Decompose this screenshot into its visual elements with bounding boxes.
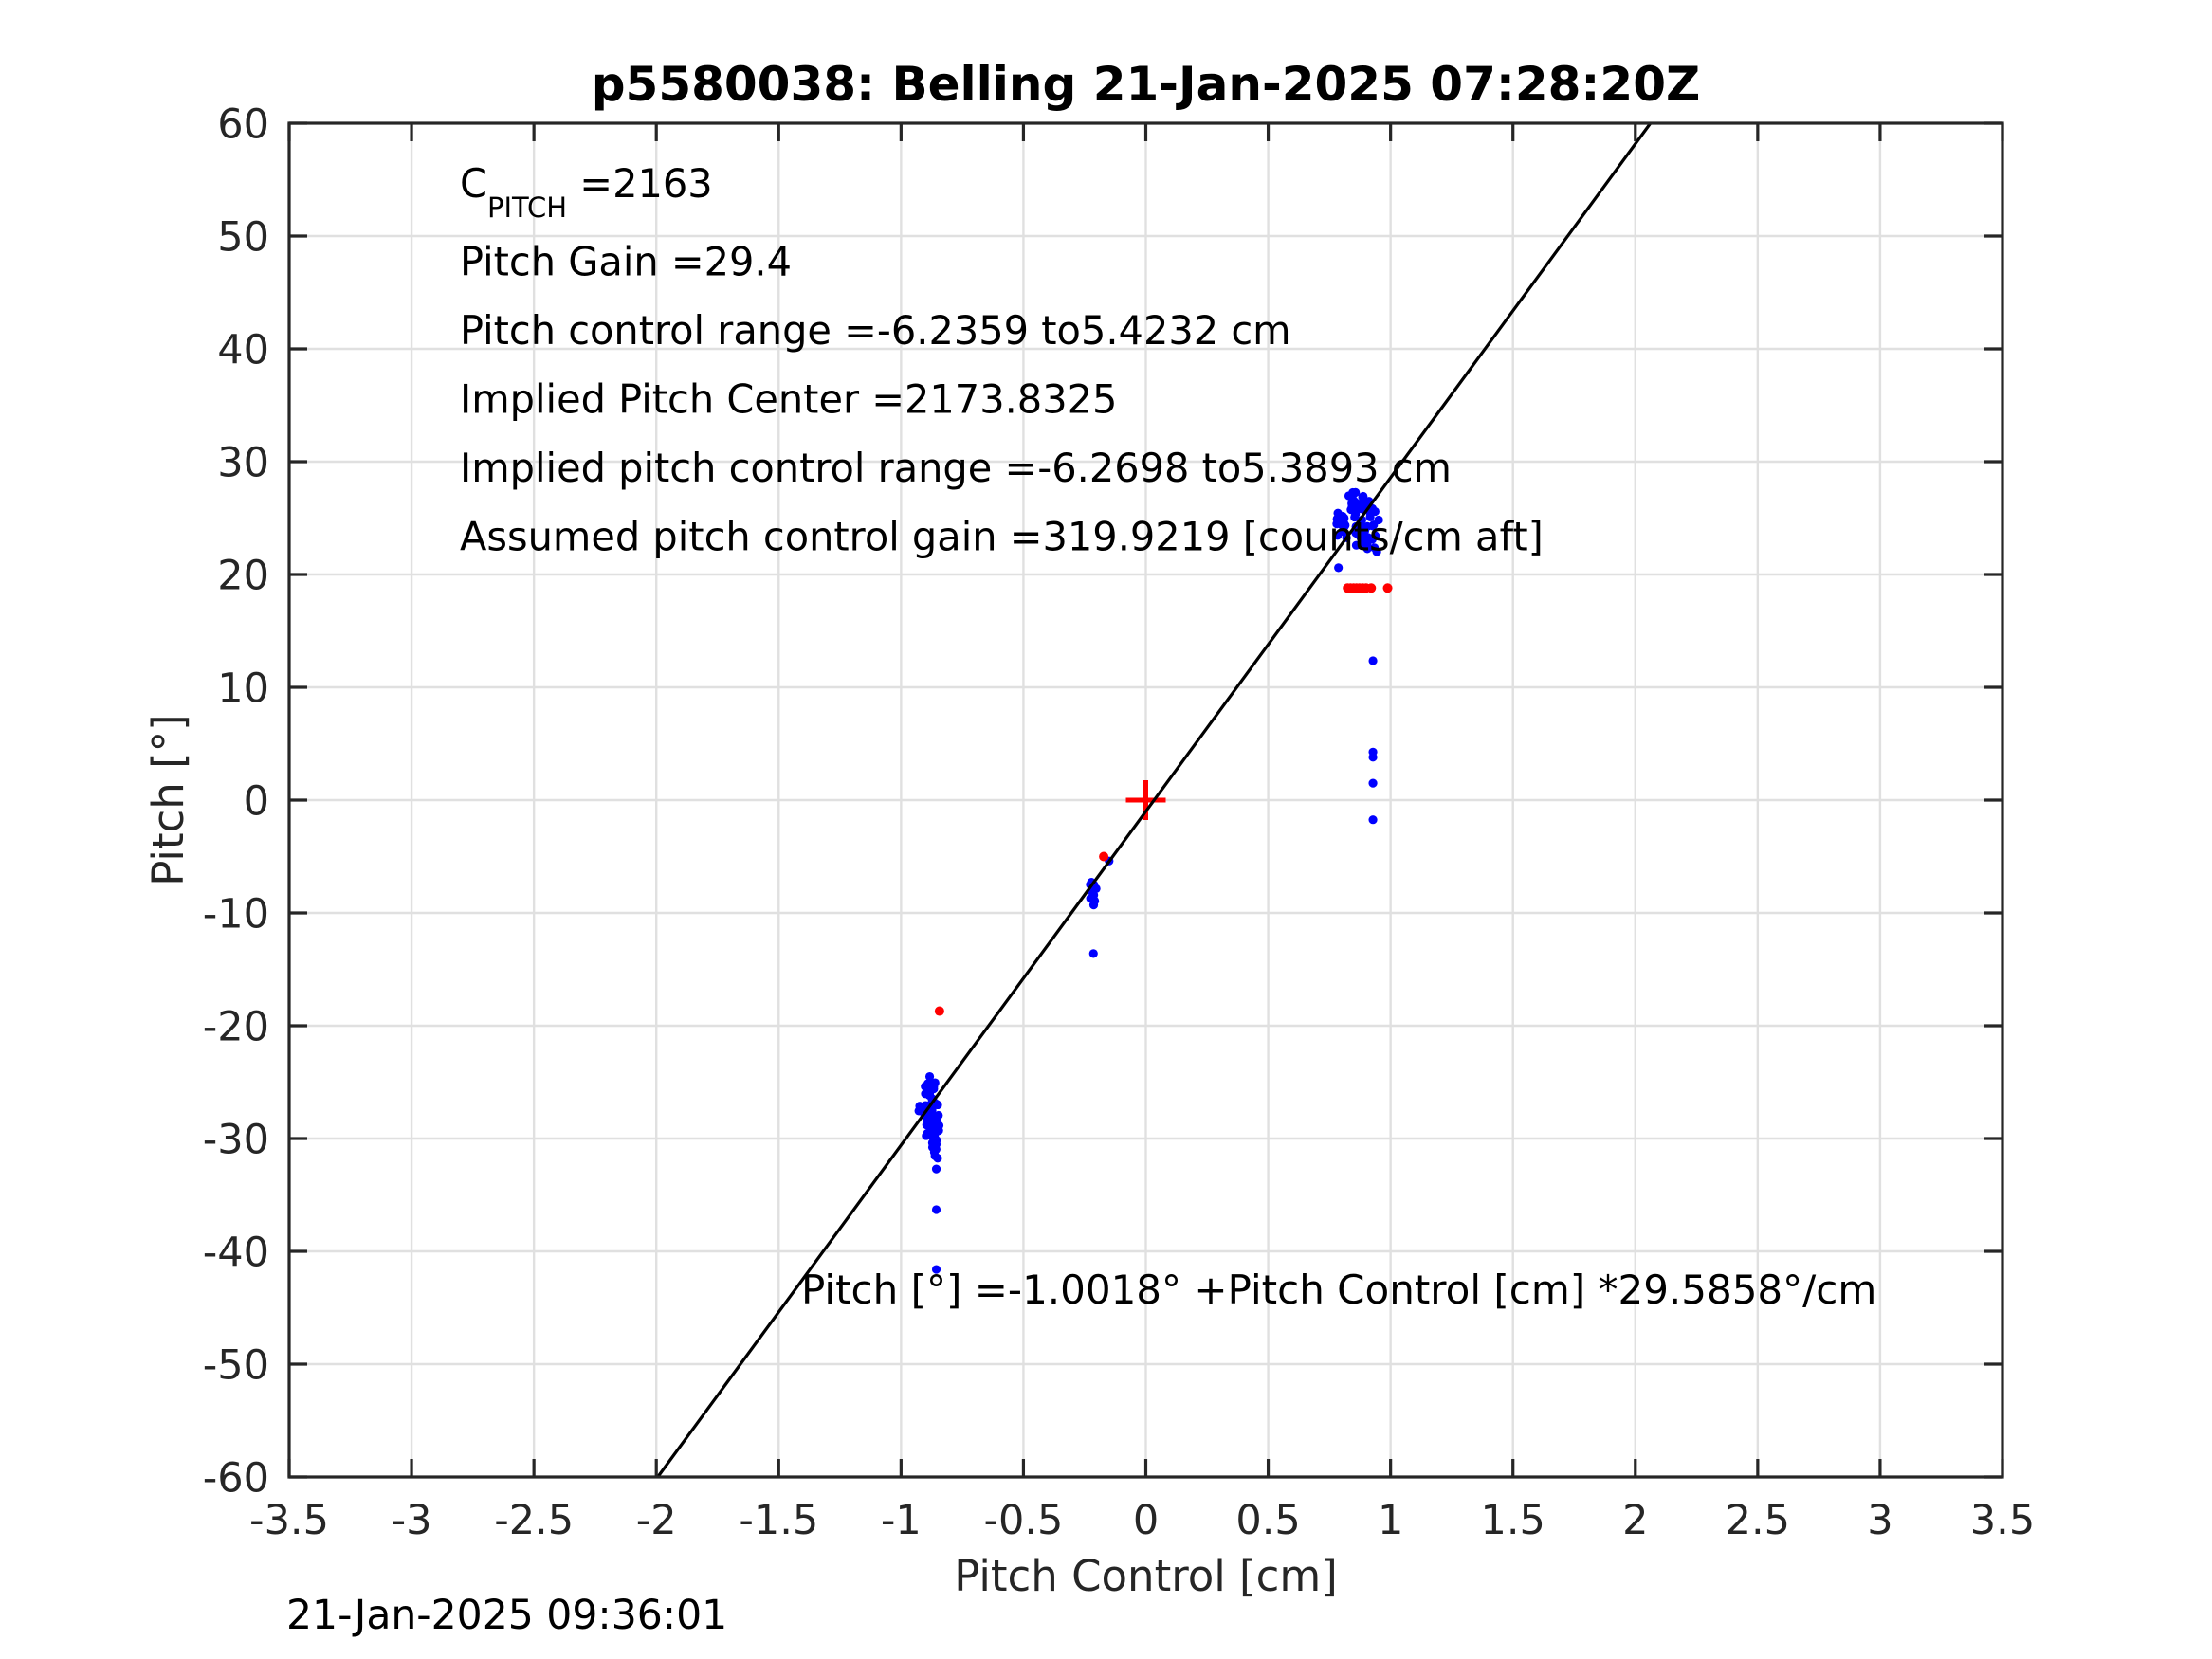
pitch-measurements-point: [927, 1138, 938, 1148]
y-tick-label: -40: [203, 1230, 269, 1277]
tick-labels-layer: -3.5 -3 -2.5 -2 -1.5 -1 -0.5 0 0.5 1 1.5 2 2.5 3 3.5 -6…: [203, 101, 2035, 1544]
y-tick-label: 20: [217, 553, 269, 600]
y-tick-label: 60: [217, 101, 269, 149]
pitch-measurements-point: [931, 1205, 941, 1214]
x-axis-label: Pitch Control [cm]: [954, 1551, 1338, 1601]
annotation-implied-pitch-center: Implied Pitch Center =2173.8325: [460, 376, 1117, 423]
fit-line-layer: [656, 122, 1653, 1478]
pitch-measurements-point: [914, 1106, 923, 1116]
pitch-measurements-point: [1349, 504, 1360, 515]
pitch-measurements-point: [1088, 901, 1099, 910]
y-tick-label: -10: [203, 891, 269, 939]
x-tick-label: 3.5: [1970, 1497, 2035, 1544]
annotation-assumed-pitch-control-gain: Assumed pitch control gain =319.9219 [co…: [460, 514, 1544, 560]
y-tick-label: -20: [203, 1004, 269, 1051]
pitch-measurements-point: [933, 1154, 942, 1163]
y-tick-label: 10: [217, 665, 269, 713]
pitch-measurements-point: [1333, 508, 1343, 518]
x-tick-label: -2.5: [494, 1497, 574, 1544]
x-tick-label: 2.5: [1726, 1497, 1790, 1544]
pitch-measurements-point: [1088, 949, 1098, 958]
pitch-measurements-point: [1365, 512, 1375, 521]
x-tick-label: 0: [1133, 1497, 1159, 1544]
pitch-measurements-point: [1339, 518, 1349, 528]
pitch-measurements-point: [931, 1265, 941, 1274]
pitch-measurements-point: [1360, 526, 1370, 536]
y-tick-label: 40: [217, 327, 269, 374]
pitch-measurements-point: [1368, 815, 1378, 825]
x-tick-label: -1: [881, 1497, 922, 1544]
y-tick-label: -50: [203, 1342, 269, 1390]
grid-layer: [289, 123, 2002, 1477]
pitch-measurements-point: [1363, 535, 1373, 544]
annotation-pitch-control-range: Pitch control range =-6.2359 to5.4232 cm: [460, 307, 1291, 354]
x-tick-label: -0.5: [983, 1497, 1063, 1544]
annotation-pitch-gain: Pitch Gain =29.4: [460, 239, 792, 285]
pitch-measurements-point: [924, 1071, 935, 1082]
pitch-measurements-point: [933, 1100, 942, 1110]
pitch-measurements-point: [931, 1164, 941, 1174]
fit-line: [656, 122, 1653, 1478]
pitch-measurements-point: [1348, 489, 1358, 499]
x-tick-label: -2: [636, 1497, 677, 1544]
x-tick-label: -3: [392, 1497, 432, 1544]
pitch-measurements-point: [1357, 499, 1366, 508]
x-tick-label: 1.5: [1481, 1497, 1545, 1544]
excluded-measurements-point: [1382, 583, 1393, 593]
pitch-measurements-point: [1368, 753, 1378, 762]
pitch-measurements-point: [1351, 540, 1362, 550]
excluded-measurements-point: [1099, 851, 1109, 862]
pitch-measurements-point: [1368, 778, 1378, 788]
y-tick-label: 30: [217, 440, 269, 487]
excluded-measurements-point: [1366, 583, 1377, 593]
y-tick-label: -30: [203, 1117, 269, 1164]
pitch-measurements-point: [929, 1111, 939, 1121]
annotation-implied-pitch-control-range: Implied pitch control range =-6.2698 to5…: [460, 445, 1452, 491]
x-tick-label: -3.5: [249, 1497, 329, 1544]
x-tick-label: 0.5: [1235, 1497, 1300, 1544]
annotation-fit-equation: Pitch [°] =-1.0018° +Pitch Control [cm] …: [801, 1267, 1876, 1313]
pitch-measurements-point: [1356, 533, 1365, 542]
x-tick-label: 2: [1622, 1497, 1648, 1544]
pitch-measurements-point: [1334, 563, 1344, 573]
y-tick-label: -60: [203, 1455, 269, 1503]
x-tick-label: 3: [1867, 1497, 1892, 1544]
x-tick-label: 1: [1378, 1497, 1403, 1544]
pitch-measurements-point: [924, 1130, 934, 1139]
axes-frame: [287, 121, 2004, 1479]
pitch-measurements-point: [1368, 656, 1378, 665]
axes-frame-layer: [287, 121, 2004, 1479]
y-tick-label: 50: [217, 214, 269, 262]
pitch-measurements-point: [1350, 512, 1360, 522]
excluded-measurements-point: [934, 1006, 944, 1016]
pitch-measurements-point: [1333, 531, 1343, 540]
x-tick-label: -1.5: [739, 1497, 818, 1544]
annotation-cpitch: CPITCH =2163: [460, 160, 713, 224]
pitch-measurements-point: [1372, 547, 1381, 556]
pitch-measurements-point: [1088, 890, 1099, 900]
chart-title: p5580038: Belling 21-Jan-2025 07:28:20Z: [592, 57, 1701, 112]
y-tick-label: 0: [244, 778, 269, 826]
creation-timestamp: 21-Jan-2025 09:36:01: [286, 1593, 727, 1639]
y-axis-label: Pitch [°]: [143, 714, 193, 885]
